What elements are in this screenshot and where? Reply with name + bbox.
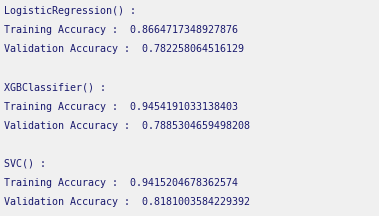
Text: Training Accuracy :  0.8664717348927876: Training Accuracy : 0.8664717348927876 [4, 25, 238, 35]
Text: SVC() :: SVC() : [4, 159, 46, 168]
Text: XGBClassifier() :: XGBClassifier() : [4, 83, 106, 92]
Text: Validation Accuracy :  0.7885304659498208: Validation Accuracy : 0.7885304659498208 [4, 121, 250, 130]
Text: Training Accuracy :  0.9454191033138403: Training Accuracy : 0.9454191033138403 [4, 102, 238, 111]
Text: Training Accuracy :  0.9415204678362574: Training Accuracy : 0.9415204678362574 [4, 178, 238, 187]
Text: LogisticRegression() :: LogisticRegression() : [4, 6, 136, 16]
Text: Validation Accuracy :  0.782258064516129: Validation Accuracy : 0.782258064516129 [4, 44, 244, 54]
Text: Validation Accuracy :  0.8181003584229392: Validation Accuracy : 0.8181003584229392 [4, 197, 250, 206]
